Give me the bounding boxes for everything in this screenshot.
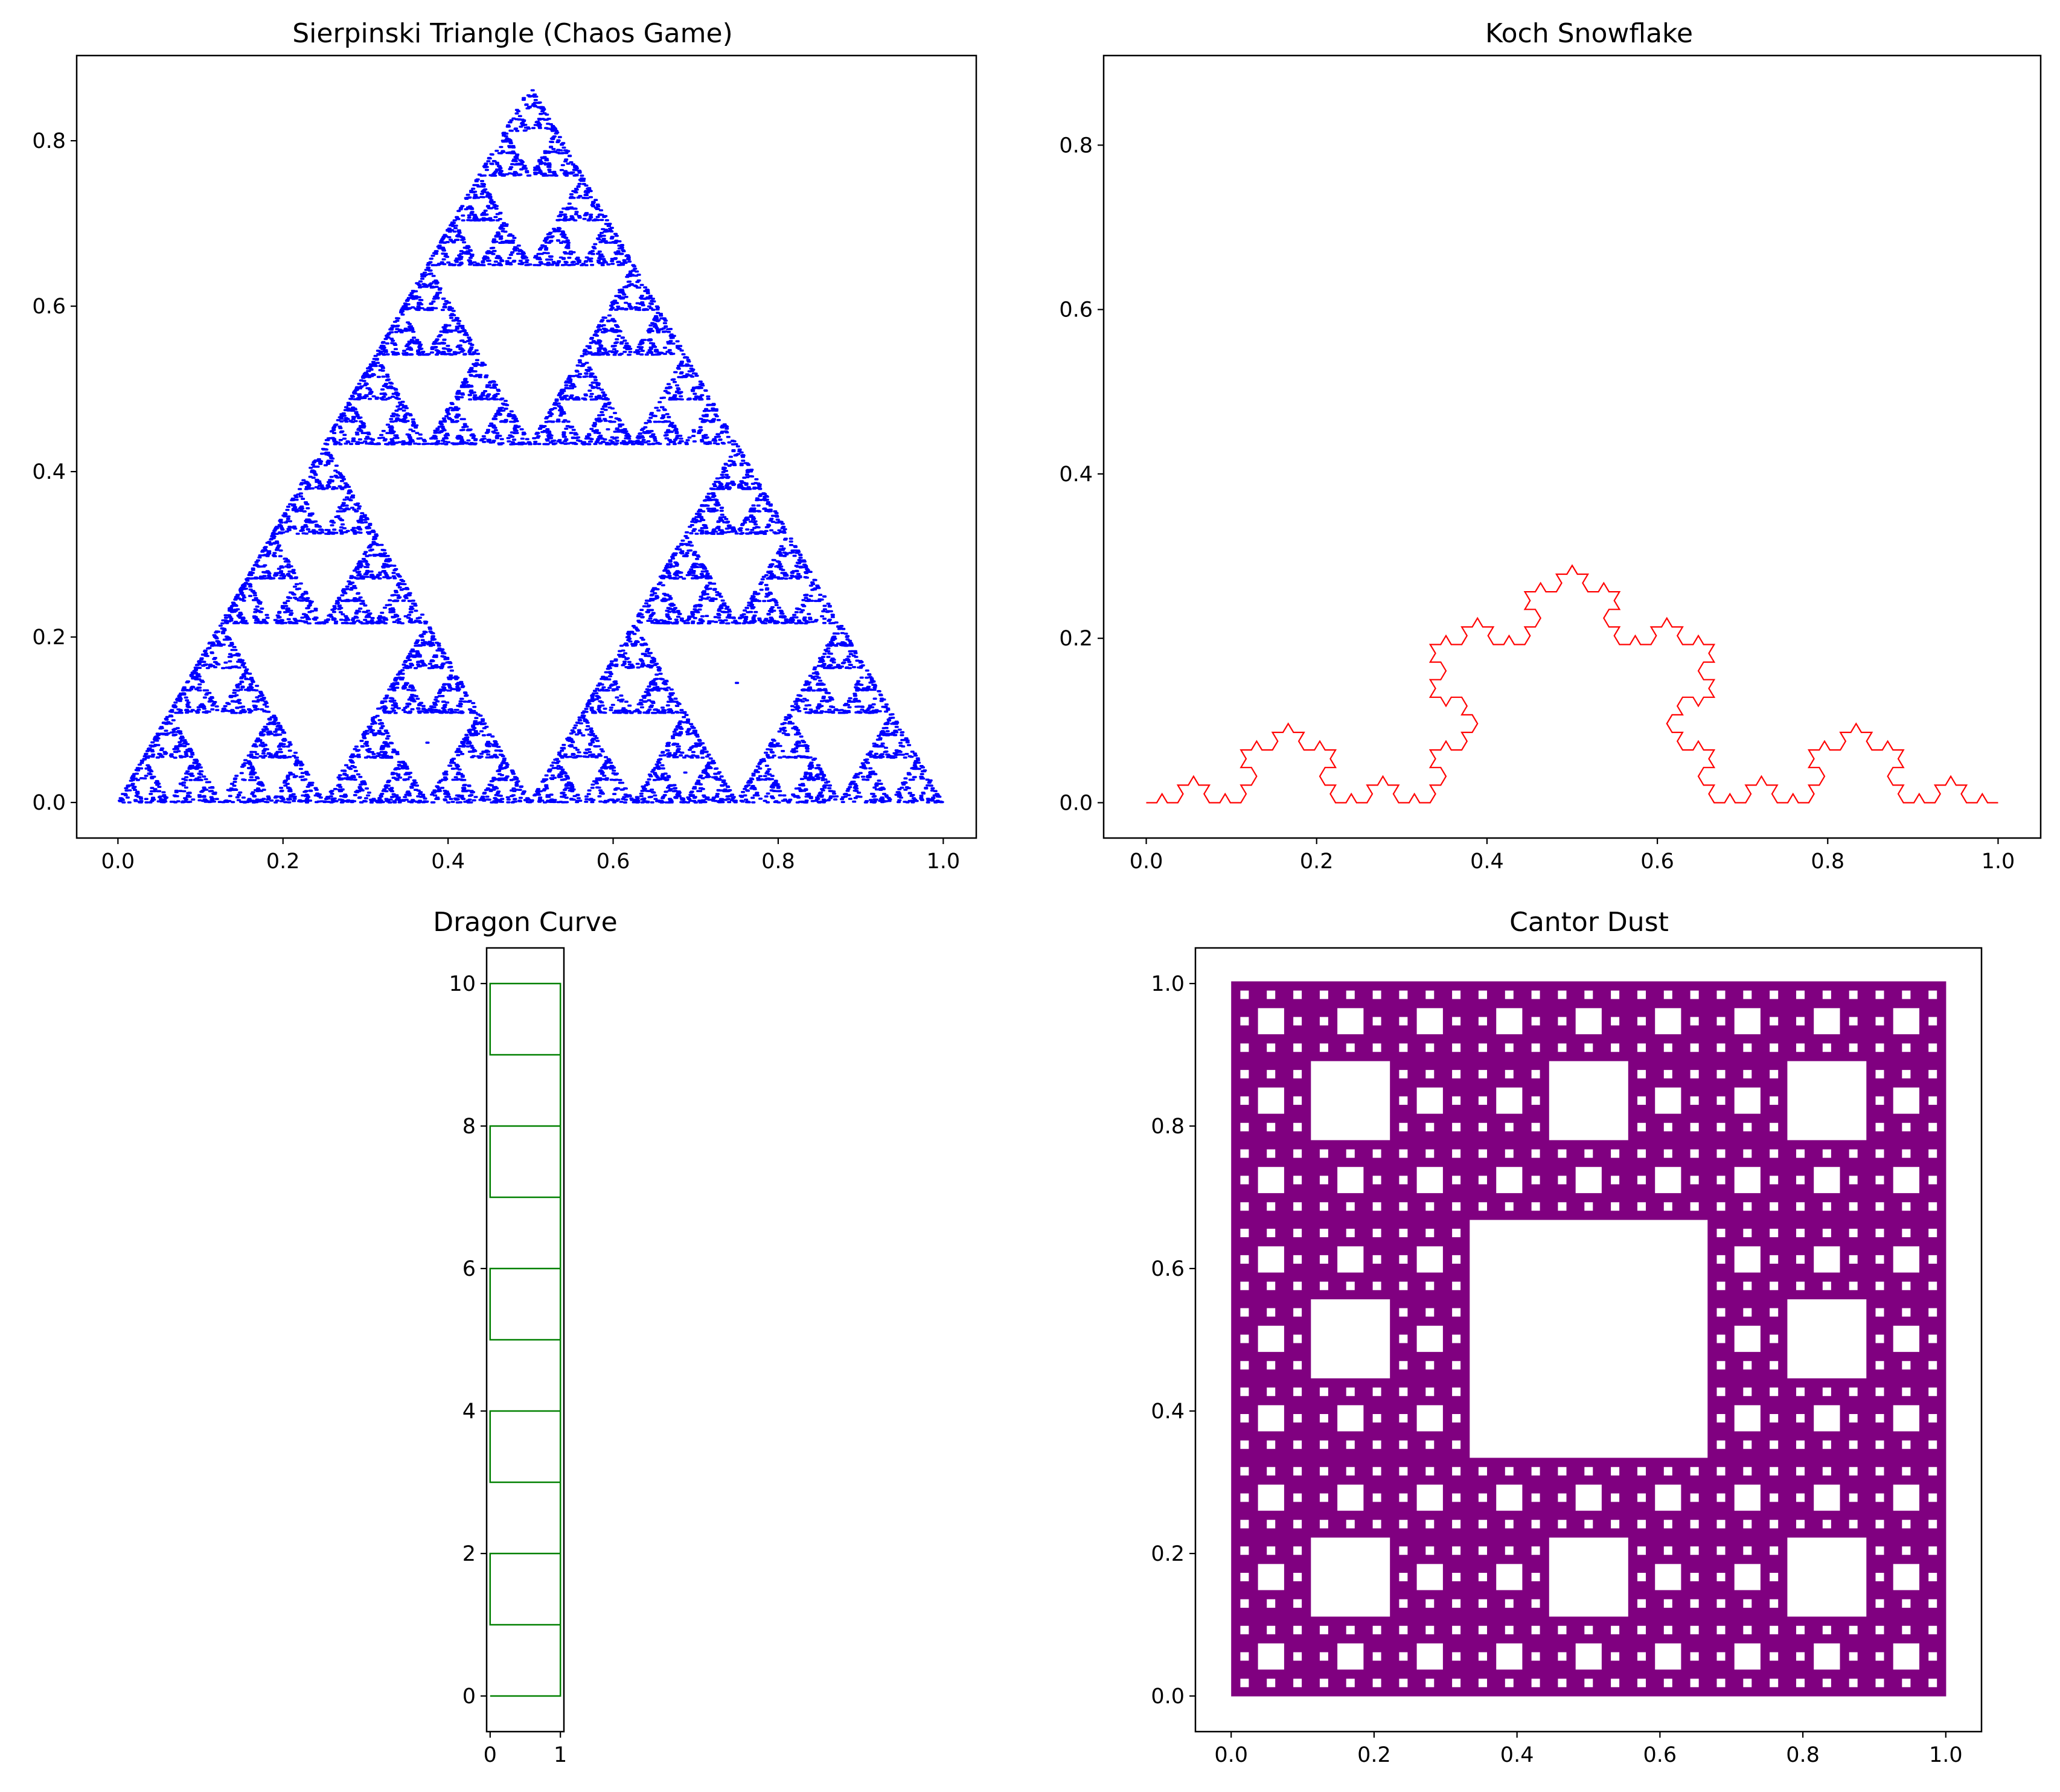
koch-curve-layer [1146, 564, 1998, 804]
sierpinski-xtick-label: 0.8 [761, 850, 795, 874]
cantor-xtick-label: 0.8 [1786, 1743, 1820, 1767]
sierpinski-axes-frame [75, 54, 977, 839]
cantor-dust-layer [1231, 981, 1946, 1697]
dragon-xtick-label: 1 [554, 1743, 567, 1767]
sierpinski-ytick-label: 0.2 [32, 626, 66, 650]
koch-panel: Koch Snowflake 0.0 0.2 0.4 0.6 0.8 1.00.00.20… [1059, 18, 2042, 874]
sierpinski-ytick-label: 0.0 [32, 791, 66, 815]
sierpinski-scatter-points [118, 89, 944, 804]
koch-xtick-label: 0.0 [1130, 850, 1163, 874]
dragon-title: Dragon Curve [433, 907, 617, 938]
cantor-ytick-label: 0.4 [1151, 1400, 1185, 1424]
koch-xtick-label: 0.2 [1300, 850, 1334, 874]
sierpinski-ytick-label: 0.4 [32, 460, 66, 484]
sierpinski-points-layer [118, 89, 944, 804]
dragon-xtick-label: 0 [484, 1743, 497, 1767]
sierpinski-xtick-label: 0.2 [266, 850, 300, 874]
koch-ticks: 0.0 0.2 0.4 0.6 0.8 1.0 0.0 0.2 0.4 0.6 0.8 [1059, 133, 2015, 874]
cantor-xtick-label: 0.4 [1500, 1743, 1534, 1767]
sierpinski-ytick-label: 0.6 [32, 295, 66, 319]
cantor-ytick-label: 1.0 [1151, 972, 1185, 996]
cantor-xtick-label: 0.0 [1214, 1743, 1248, 1767]
sierpinski-panel: Sierpinski Triangle (Chaos Game) 0.0 0.2 0… [32, 18, 977, 874]
sierpinski-ytick-label: 0.8 [32, 129, 66, 153]
cantor-panel: Cantor Dust 0.0 0.2 0.4 0.6 0.8 1.00.00.20.40… [1151, 907, 1983, 1767]
koch-ytick-label: 0.2 [1059, 627, 1093, 651]
dragon-curve-line [489, 982, 561, 1697]
cantor-dust-points [1231, 981, 1946, 1697]
sierpinski-xtick-label: 0.4 [431, 850, 465, 874]
sierpinski-xtick-label: 0.0 [101, 850, 135, 874]
cantor-title: Cantor Dust [1509, 907, 1669, 938]
cantor-xtick-label: 0.6 [1643, 1743, 1677, 1767]
koch-ytick-label: 0.6 [1059, 298, 1093, 322]
cantor-ytick-label: 0.0 [1151, 1685, 1185, 1709]
sierpinski-xtick-label: 1.0 [926, 850, 960, 874]
koch-ytick-label: 0.0 [1059, 791, 1093, 815]
dragon-axes-frame [485, 947, 565, 1733]
sierpinski-title: Sierpinski Triangle (Chaos Game) [292, 18, 732, 49]
koch-xtick-label: 0.4 [1470, 850, 1504, 874]
dragon-ytick-label: 8 [462, 1115, 476, 1139]
koch-curve-line [1146, 564, 1998, 804]
dragon-ytick-label: 6 [462, 1257, 476, 1281]
koch-ytick-label: 0.4 [1059, 462, 1093, 487]
cantor-axes-frame [1194, 947, 1983, 1733]
cantor-ytick-label: 0.8 [1151, 1115, 1185, 1139]
cantor-ytick-label: 0.6 [1151, 1257, 1185, 1281]
koch-xtick-label: 0.6 [1640, 850, 1674, 874]
koch-title: Koch Snowflake [1485, 18, 1693, 49]
koch-xtick-label: 1.0 [1982, 850, 2015, 874]
cantor-ytick-label: 0.2 [1151, 1542, 1185, 1566]
sierpinski-ticks: 0.0 0.2 0.4 0.6 0.8 1.0 0.0 0.2 0.4 0.6 0.8 [32, 129, 960, 874]
dragon-curve-layer [489, 982, 561, 1697]
koch-ytick-label: 0.8 [1059, 133, 1093, 158]
koch-xtick-label: 0.8 [1811, 850, 1844, 874]
dragon-ytick-label: 10 [449, 972, 476, 996]
cantor-xtick-label: 1.0 [1929, 1743, 1963, 1767]
dragon-ytick-label: 4 [462, 1400, 476, 1424]
cantor-xtick-label: 0.2 [1357, 1743, 1391, 1767]
sierpinski-xtick-label: 0.6 [597, 850, 630, 874]
dragon-ytick-label: 2 [462, 1542, 476, 1566]
cantor-ticks: 0.0 0.2 0.4 0.6 0.8 1.0 0.0 0.2 0.4 0.6 0.8 1.0 [1151, 972, 1962, 1767]
dragon-ytick-label: 0 [462, 1685, 476, 1709]
koch-axes-frame [1102, 54, 2042, 839]
